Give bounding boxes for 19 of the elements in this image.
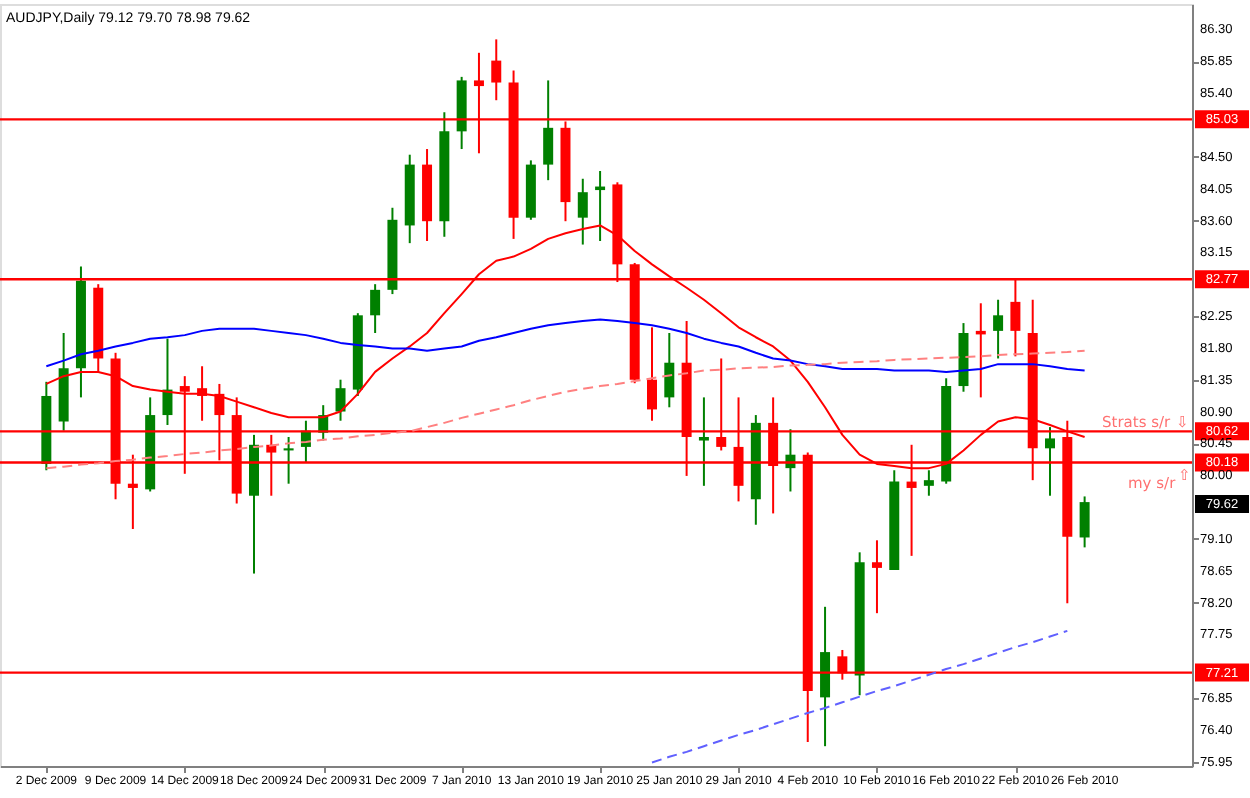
candlestick xyxy=(647,326,657,422)
candlestick xyxy=(664,332,675,409)
candlestick xyxy=(698,396,709,487)
candlestick xyxy=(491,38,502,102)
line-series xyxy=(651,629,1069,764)
candlestick xyxy=(283,436,294,485)
candlestick xyxy=(993,298,1004,360)
candlestick xyxy=(335,378,346,422)
candlestick xyxy=(871,539,882,615)
candlestick xyxy=(1079,495,1090,549)
candlestick xyxy=(577,177,588,246)
line-series xyxy=(45,349,1086,470)
candlestick xyxy=(923,469,934,497)
candlestick xyxy=(162,337,173,426)
line-series xyxy=(45,318,1086,373)
candlestick xyxy=(370,283,381,334)
candlestick xyxy=(1045,426,1056,497)
candlestick xyxy=(543,79,554,182)
candlestick xyxy=(820,605,831,748)
